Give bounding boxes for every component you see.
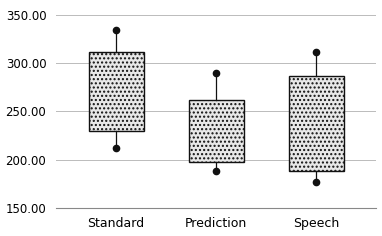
Bar <box>89 52 144 131</box>
Bar <box>289 76 344 171</box>
Bar <box>189 100 244 161</box>
